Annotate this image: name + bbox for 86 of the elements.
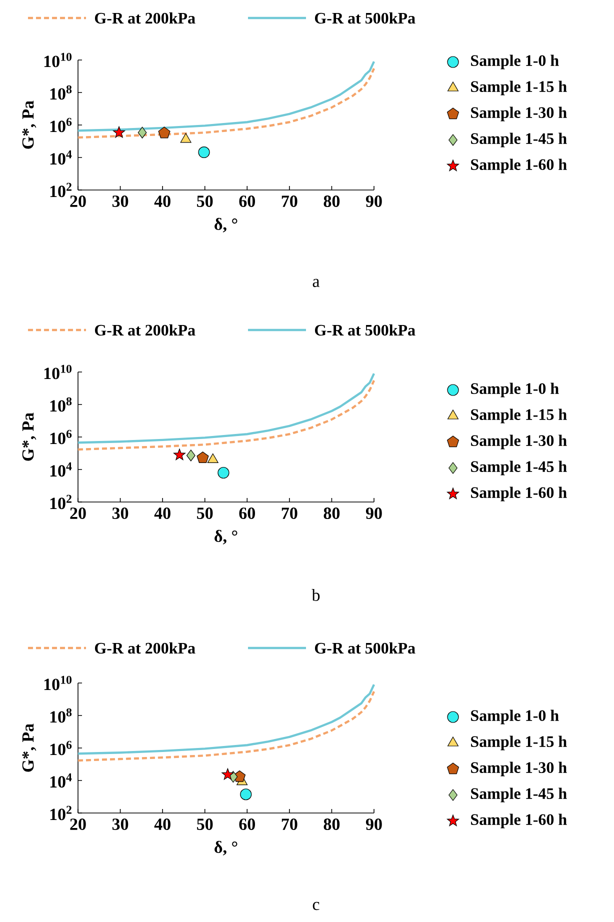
legend-label: G-R at 200kPa — [94, 12, 196, 24]
x-tick-label: 40 — [154, 818, 170, 830]
legend-label: Sample 1-45 h — [471, 132, 567, 148]
point — [198, 146, 210, 158]
y-tick-label: 10$^{8}$ — [50, 708, 72, 723]
x-tick-label: 80 — [324, 196, 340, 208]
text: c — [312, 902, 320, 910]
y-tick-label: 10$^{6}$ — [50, 118, 72, 132]
x-tick-label: 90 — [366, 818, 382, 830]
legend-label: Sample 1-15 h — [471, 80, 567, 96]
y-tick-label: 10$^{6}$ — [50, 430, 72, 444]
x-tick-label: 60 — [239, 508, 255, 520]
legend-label: Sample 1-30 h — [471, 762, 567, 776]
x-axis-title: δ, ° — [214, 840, 238, 856]
y-axis-title: G*, Pa — [22, 100, 36, 149]
point — [222, 768, 234, 780]
x-tick-label: 60 — [239, 818, 255, 830]
line-series — [76, 379, 376, 451]
point — [158, 126, 170, 138]
point — [113, 126, 126, 138]
point — [218, 466, 230, 479]
x-tick-label: 20 — [70, 508, 86, 520]
y-tick-label: 10$^{8}$ — [50, 85, 72, 100]
legend-label: Sample 1-15 h — [471, 408, 567, 424]
legend-label: Sample 1-45 h — [471, 788, 567, 802]
legend-label: G-R at 500kPa — [314, 324, 416, 336]
legend-label: Sample 1-60 h — [471, 814, 567, 828]
legend-label: Sample 1-60 h — [471, 158, 567, 174]
legend-label: Sample 1-30 h — [471, 434, 567, 450]
x-tick-label: 70 — [282, 818, 298, 830]
y-tick-label: 10$^{2}$ — [50, 806, 72, 820]
x-tick-label: 70 — [282, 508, 298, 520]
legend-label: Sample 1-60 h — [471, 486, 567, 502]
point — [138, 126, 147, 138]
legend-label: Sample 1-0 h — [471, 710, 559, 724]
x-tick-label: 60 — [239, 196, 255, 208]
y-tick-label: 10$^{2}$ — [50, 494, 72, 510]
legend-label: G-R at 200kPa — [94, 324, 196, 336]
y-tick-label: 10$^{8}$ — [50, 397, 72, 412]
legend-label: Sample 1-30 h — [471, 106, 567, 122]
x-tick-label: 90 — [366, 196, 382, 208]
point — [240, 788, 252, 800]
legend-label: G-R at 200kPa — [94, 642, 196, 654]
y-tick-label: 10$^{4}$ — [50, 462, 72, 477]
y-axis-title: G*, Pa — [22, 724, 36, 772]
legend-label: G-R at 500kPa — [314, 12, 416, 24]
point — [186, 450, 196, 462]
point — [207, 453, 218, 464]
x-tick-label: 40 — [154, 508, 170, 520]
x-tick-label: 20 — [70, 196, 86, 208]
y-tick-label: 10$^{6}$ — [50, 740, 72, 756]
y-tick-label: 10$^{10}$ — [44, 676, 72, 690]
x-tick-label: 30 — [112, 508, 128, 520]
legend-label: G-R at 500kPa — [314, 642, 416, 654]
point — [196, 452, 209, 464]
x-tick-label: 30 — [112, 818, 128, 830]
legend-label: Sample 1-15 h — [471, 736, 567, 750]
x-tick-label: 40 — [154, 196, 170, 208]
line-series — [76, 67, 376, 139]
y-tick-label: 10$^{2}$ — [50, 182, 72, 198]
y-tick-label: 10$^{4}$ — [50, 773, 72, 788]
line-series — [76, 683, 376, 755]
x-tick-label: 30 — [112, 196, 128, 208]
text: b — [312, 589, 320, 601]
x-tick-label: 20 — [70, 818, 86, 830]
legend-label: Sample 1-45 h — [471, 460, 567, 476]
x-axis-title: δ, ° — [214, 218, 238, 232]
legend-label: Sample 1-0 h — [471, 54, 559, 70]
line-series — [76, 372, 376, 444]
x-axis-title: δ, ° — [214, 530, 238, 544]
x-tick-label: 50 — [197, 818, 213, 830]
y-tick-label: 10$^{10}$ — [44, 364, 72, 380]
line-series — [76, 690, 376, 762]
y-axis-title: G*, Pa — [22, 412, 36, 461]
point — [180, 133, 192, 143]
x-tick-label: 50 — [197, 196, 213, 208]
y-tick-label: 10$^{10}$ — [44, 52, 72, 68]
y-tick-label: 10$^{4}$ — [50, 150, 72, 165]
x-tick-label: 80 — [324, 818, 340, 830]
x-tick-label: 50 — [197, 508, 213, 520]
legend-label: Sample 1-0 h — [471, 382, 559, 398]
text: a — [312, 278, 320, 288]
point — [173, 448, 186, 460]
x-tick-label: 80 — [324, 508, 340, 520]
x-tick-label: 70 — [282, 196, 298, 208]
x-tick-label: 90 — [366, 508, 382, 520]
